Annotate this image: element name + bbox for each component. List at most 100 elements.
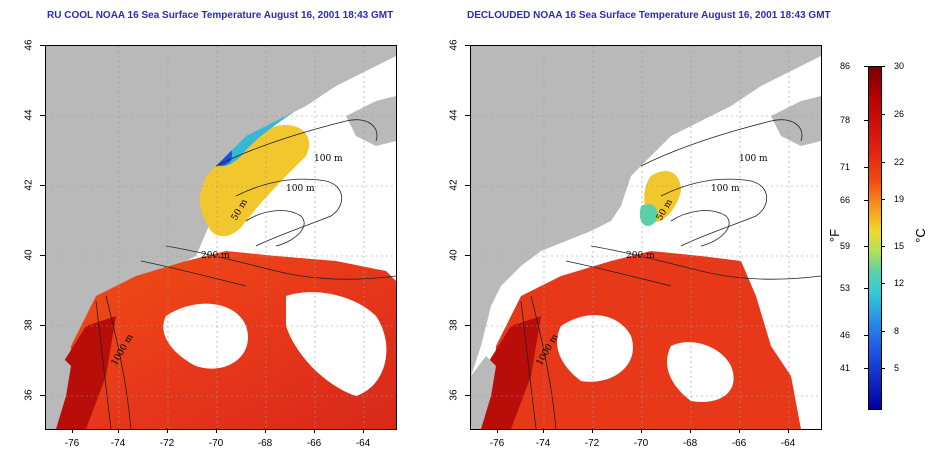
y-axis-tick-mark: [465, 185, 470, 186]
land: [471, 356, 496, 429]
y-axis-tick-label: 46: [23, 39, 35, 51]
celsius-unit-label: °C: [912, 228, 928, 243]
colorbar-celsius-tick: 26: [894, 109, 905, 119]
x-axis-tick-mark: [167, 428, 168, 433]
contour-label-200m: 200 m: [201, 251, 230, 261]
y-axis-tick-label: 40: [23, 249, 35, 261]
y-axis-tick-mark: [465, 395, 470, 396]
x-axis-tick-label: -68: [257, 438, 273, 449]
y-axis-tick-label: 36: [448, 389, 460, 401]
left-sst-map: 100 m 100 m 50 m 200 m 1000 m: [45, 45, 397, 430]
colorbar-celsius-tick: 5: [894, 363, 900, 373]
temperature-colorbar: [868, 66, 882, 410]
x-axis-tick-label: -64: [780, 438, 796, 449]
land: [46, 46, 396, 376]
colorbar-fahrenheit-tick: 41: [840, 363, 851, 373]
graticule: [46, 46, 396, 429]
x-axis-tick-mark: [497, 428, 498, 433]
graticule: [471, 46, 821, 429]
land: [346, 96, 396, 146]
colorbar-tick-mark: [864, 66, 868, 67]
x-axis-tick-mark: [118, 428, 119, 433]
land: [46, 356, 71, 429]
x-axis-tick-mark: [543, 428, 544, 433]
x-axis-tick-label: -74: [535, 438, 551, 449]
y-axis-tick-label: 36: [23, 389, 35, 401]
x-axis-tick-label: -76: [489, 438, 505, 449]
contour-label-100m: 100 m: [739, 154, 768, 164]
y-axis-tick-mark: [40, 255, 45, 256]
y-axis-tick-mark: [40, 325, 45, 326]
y-axis-tick-label: 38: [448, 319, 460, 331]
x-axis-tick-mark: [314, 428, 315, 433]
cloud-patch: [163, 303, 248, 369]
land: [771, 96, 821, 146]
x-axis-tick-label: -74: [110, 438, 126, 449]
y-axis-tick-label: 44: [23, 109, 35, 121]
colorbar-celsius-tick: 12: [894, 278, 905, 288]
colorbar-fahrenheit-tick: 86: [840, 61, 851, 71]
y-axis-tick-mark: [40, 115, 45, 116]
colorbar-fahrenheit-tick: 78: [840, 115, 851, 125]
colorbar-fahrenheit-tick: 71: [840, 162, 851, 172]
colorbar-fahrenheit-tick: 53: [840, 283, 851, 293]
colorbar-tick-mark: [864, 167, 868, 168]
colorbar-tick-mark: [881, 283, 885, 284]
x-axis-tick-label: -70: [208, 438, 224, 449]
fahrenheit-unit-label: °F: [827, 228, 843, 243]
contour-label-100m: 100 m: [286, 184, 315, 194]
colorbar-tick-mark: [864, 200, 868, 201]
cool-water-region: [199, 125, 310, 237]
colorbar-celsius-tick: 15: [894, 241, 905, 251]
colorbar-tick-mark: [864, 120, 868, 121]
colorbar-celsius-tick: 8: [894, 326, 900, 336]
y-axis-tick-label: 42: [448, 179, 460, 191]
x-axis-tick-mark: [72, 428, 73, 433]
cloud-patch: [667, 342, 734, 402]
contour-label-200m: 200 m: [626, 251, 655, 261]
colorbar-tick-mark: [881, 331, 885, 332]
y-axis-tick-label: 46: [448, 39, 460, 51]
y-axis-tick-mark: [465, 45, 470, 46]
y-axis-tick-label: 44: [448, 109, 460, 121]
cloud-patch: [557, 315, 633, 382]
depth-contours: [95, 119, 396, 429]
colorbar-fahrenheit-tick: 59: [840, 241, 851, 251]
colorbar-tick-mark: [881, 66, 885, 67]
colorbar-tick-mark: [864, 368, 868, 369]
contour-label-100m: 100 m: [711, 184, 740, 194]
x-axis-tick-mark: [363, 428, 364, 433]
y-axis-tick-mark: [40, 45, 45, 46]
x-axis-tick-mark: [641, 428, 642, 433]
colorbar-celsius-tick: 22: [894, 157, 905, 167]
y-axis-tick-mark: [40, 185, 45, 186]
colorbar-tick-mark: [881, 114, 885, 115]
y-axis-tick-mark: [465, 115, 470, 116]
x-axis-tick-label: -76: [64, 438, 80, 449]
colorbar-tick-mark: [881, 246, 885, 247]
x-axis-tick-mark: [265, 428, 266, 433]
x-axis-tick-mark: [788, 428, 789, 433]
y-axis-tick-label: 40: [448, 249, 460, 261]
colorbar-celsius-tick: 30: [894, 61, 905, 71]
contour-label-100m: 100 m: [314, 154, 343, 164]
x-axis-tick-mark: [216, 428, 217, 433]
colorbar-tick-mark: [881, 368, 885, 369]
land: [471, 46, 821, 376]
x-axis-tick-label: -72: [584, 438, 600, 449]
x-axis-tick-label: -70: [633, 438, 649, 449]
x-axis-tick-mark: [690, 428, 691, 433]
cold-water-region: [639, 204, 658, 226]
colorbar-tick-mark: [881, 162, 885, 163]
colorbar-tick-mark: [881, 199, 885, 200]
x-axis-tick-label: -64: [355, 438, 371, 449]
cloud-patch: [286, 292, 387, 396]
y-axis-tick-label: 38: [23, 319, 35, 331]
x-axis-tick-label: -68: [682, 438, 698, 449]
colorbar-tick-mark: [864, 335, 868, 336]
y-axis-tick-label: 42: [23, 179, 35, 191]
right-map-title: DECLOUDED NOAA 16 Sea Surface Temperatur…: [467, 10, 831, 21]
x-axis-tick-label: -72: [159, 438, 175, 449]
x-axis-tick-label: -66: [731, 438, 747, 449]
right-sst-map: 100 m 100 m 50 m 200 m 1000 m: [470, 45, 822, 430]
